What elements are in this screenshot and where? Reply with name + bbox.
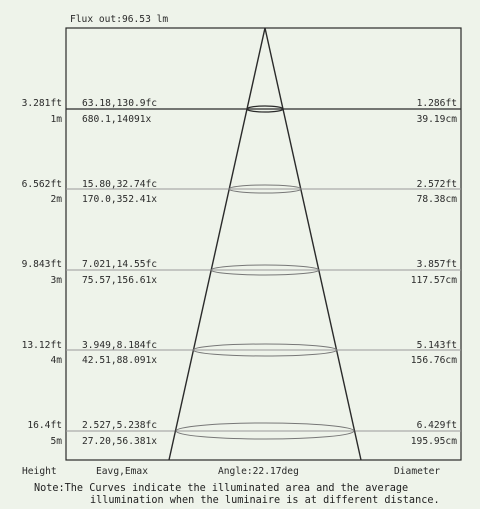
height-m-5: 5m [50, 436, 62, 447]
diameter-ft-5: 6.429ft [417, 420, 457, 431]
illuminance-fc-1: 63.18,130.9fc [82, 98, 157, 109]
illuminance-fc-3: 7.021,14.55fc [82, 259, 157, 270]
height-ft-3: 9.843ft [22, 259, 62, 270]
diameter-cm-2: 78.38cm [417, 194, 458, 205]
height-column-label: Height [22, 466, 57, 477]
illuminance-lx-1: 680.1,14091x [82, 114, 152, 125]
height-m-2: 2m [50, 194, 62, 205]
illuminance-fc-4: 3.949,8.184fc [82, 340, 157, 351]
height-ft-4: 13.12ft [22, 340, 62, 351]
illuminance-fc-5: 2.527,5.238fc [82, 420, 157, 431]
flux-out-label: Flux out:96.53 lm [70, 14, 168, 25]
diameter-cm-4: 156.76cm [411, 355, 457, 366]
diameter-cm-3: 117.57cm [411, 275, 457, 286]
illuminance-lx-5: 27.20,56.381x [82, 436, 157, 447]
illuminated-area-5m [175, 422, 355, 440]
illuminance-lx-4: 42.51,88.091x [82, 355, 157, 366]
diameter-ft-2: 2.572ft [417, 179, 457, 190]
illuminance-lx-2: 170.0,352.41x [82, 194, 157, 205]
diameter-ft-4: 5.143ft [417, 340, 457, 351]
diameter-ft-3: 3.857ft [417, 259, 457, 270]
note-line-1: Note:The Curves indicate the illuminated… [34, 483, 409, 494]
illuminated-area-1m [246, 105, 284, 113]
illuminated-area-2m [228, 184, 302, 194]
height-m-3: 3m [50, 275, 62, 286]
height-ft-2: 6.562ft [22, 179, 62, 190]
diameter-column-label: Diameter [394, 466, 440, 477]
illuminance-lx-3: 75.57,156.61x [82, 275, 157, 286]
eavg-emax-column-label: Eavg,Emax [96, 466, 148, 477]
diameter-cm-5: 195.95cm [411, 436, 457, 447]
note-line-2: illumination when the luminaire is at di… [90, 495, 440, 506]
height-m-1: 1m [50, 114, 62, 125]
diameter-ft-1: 1.286ft [417, 98, 457, 109]
beam-right-edge [264, 27, 362, 461]
height-m-4: 4m [50, 355, 62, 366]
beam-left-edge [168, 27, 266, 461]
height-ft-5: 16.4ft [27, 420, 62, 431]
diameter-cm-1: 39.19cm [417, 114, 458, 125]
height-ft-1: 3.281ft [22, 98, 62, 109]
beam-angle-label: Angle:22.17deg [218, 466, 299, 477]
diagram-frame [65, 27, 462, 461]
illuminated-area-4m [192, 343, 338, 357]
illuminance-fc-2: 15.80,32.74fc [82, 179, 157, 190]
illuminated-area-3m [210, 264, 320, 276]
